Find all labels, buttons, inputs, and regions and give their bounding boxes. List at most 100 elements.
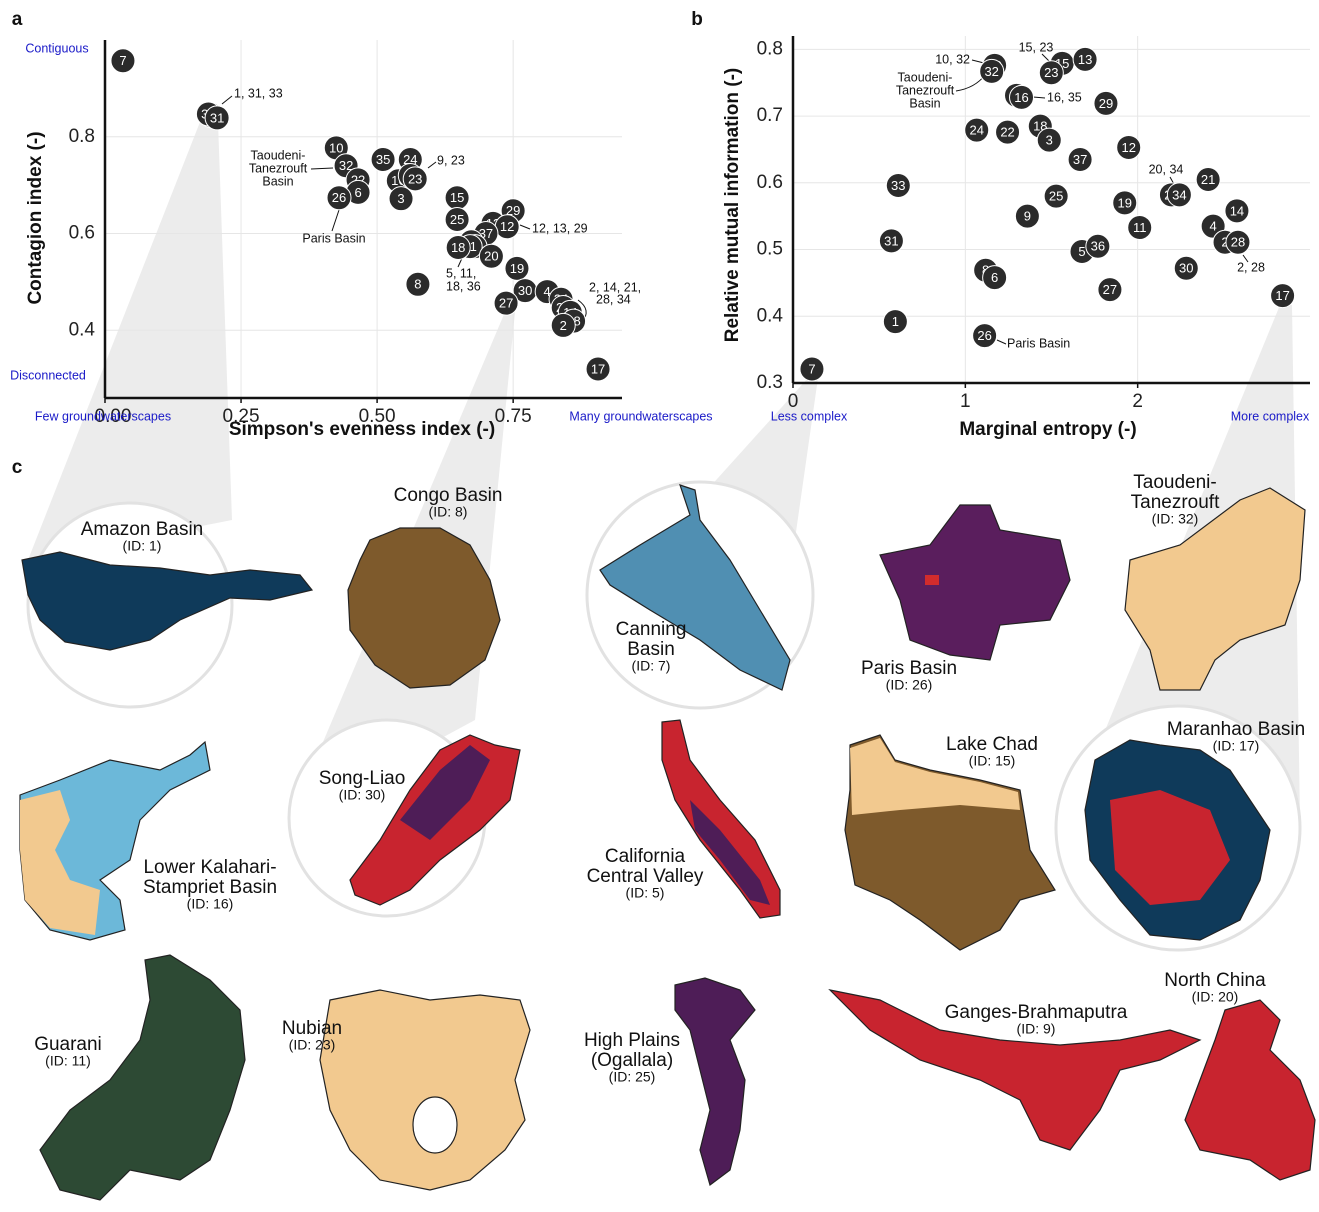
- map-id: (ID: 26): [886, 677, 933, 693]
- y-tick-label: 0.4: [757, 305, 784, 326]
- point-label: 37: [1073, 152, 1087, 167]
- corner-label: Less complex: [771, 409, 848, 423]
- corner-label: Few groundwaterscapes: [35, 409, 171, 423]
- y-tick-label: 0.6: [69, 223, 95, 244]
- annotation: 9, 23: [437, 153, 465, 167]
- leader-line: [520, 225, 530, 229]
- y-tick-label: 0.5: [757, 239, 783, 260]
- point-label: 17: [1275, 288, 1289, 303]
- leader-line: [222, 96, 232, 104]
- map-id: (ID: 16): [187, 896, 234, 912]
- point-label: 22: [1000, 125, 1014, 140]
- map-id: (ID: 15): [969, 753, 1016, 769]
- point-label: 18: [451, 240, 465, 255]
- map-shape: [320, 990, 530, 1190]
- panel-label: c: [12, 457, 23, 478]
- figure: 0.40.60.80.000.250.500.75Simpson's evenn…: [0, 0, 1319, 1212]
- map-id: (ID: 8): [429, 504, 468, 520]
- point-label: 12: [500, 219, 514, 234]
- x-axis-title: Marginal entropy (-): [959, 419, 1136, 440]
- point-label: 10: [329, 140, 343, 155]
- point-label: 14: [1230, 203, 1244, 218]
- point-label: 20: [484, 249, 498, 264]
- point-label: 25: [450, 212, 464, 227]
- y-axis-title: Relative mutual information (-): [722, 68, 743, 342]
- y-tick-label: 0.8: [757, 38, 783, 59]
- map-id: (ID: 25): [609, 1069, 656, 1085]
- point-label: 7: [808, 361, 815, 376]
- annotation: 2, 28: [1237, 260, 1265, 274]
- annotation: 10, 32: [935, 52, 970, 66]
- point-label: 13: [1078, 52, 1092, 67]
- map-id: (ID: 30): [339, 787, 386, 803]
- point-label: 17: [591, 361, 605, 376]
- annotation: Paris Basin: [1007, 336, 1070, 350]
- panel-label: b: [691, 9, 703, 30]
- point-label: 36: [1091, 239, 1105, 254]
- corner-label: More complex: [1231, 409, 1310, 423]
- y-axis-title: Contagion index (-): [25, 131, 46, 304]
- point-label: 3: [1046, 133, 1053, 148]
- map-id: (ID: 23): [289, 1037, 336, 1053]
- point-label: 15: [450, 190, 464, 205]
- corner-label: Many groundwaterscapes: [569, 409, 712, 423]
- annotation: Basin: [262, 174, 293, 188]
- point-label: 12: [1121, 140, 1135, 155]
- map-id: (ID: 9): [1017, 1021, 1056, 1037]
- point-label: 6: [991, 270, 998, 285]
- point-label: 9: [1024, 209, 1031, 224]
- corner-label: Contiguous: [25, 41, 88, 55]
- x-tick-label: 0.75: [495, 406, 532, 427]
- x-axis-title: Simpson's evenness index (-): [229, 419, 495, 440]
- map-id: (ID: 1): [123, 538, 162, 554]
- map-shape: [675, 978, 755, 1185]
- point-label: 7: [119, 53, 126, 68]
- point-label: 11: [1133, 220, 1147, 235]
- map-shape: [40, 955, 245, 1200]
- annotation: 16, 35: [1047, 90, 1082, 104]
- point-label: 4: [1210, 219, 1217, 234]
- annotation: 15, 23: [1019, 40, 1054, 54]
- point-label: 19: [1118, 195, 1132, 210]
- map-id: (ID: 32): [1152, 511, 1199, 527]
- point-label: 16: [1014, 90, 1028, 105]
- map-name: Lower Kalahari-: [143, 857, 276, 878]
- point-label: 31: [210, 110, 224, 125]
- point-label: 25: [1049, 189, 1063, 204]
- leader-line: [997, 340, 1006, 344]
- point-label: 30: [1179, 261, 1193, 276]
- point-label: 24: [969, 123, 983, 138]
- point-label: 31: [884, 233, 898, 248]
- map-shape: [1185, 1000, 1315, 1180]
- annotation: 1, 31, 33: [234, 86, 283, 100]
- map-id: (ID: 7): [632, 658, 671, 674]
- map-shape: [413, 1097, 457, 1153]
- annotation: 12, 13, 29: [532, 221, 588, 235]
- point-label: 27: [1103, 282, 1117, 297]
- point-label: 19: [510, 261, 524, 276]
- annotation: Taoudeni-: [898, 70, 953, 84]
- annotation: Paris Basin: [302, 231, 365, 245]
- point-label: 35: [376, 152, 390, 167]
- x-tick-label: 1: [960, 391, 971, 412]
- point-label: 27: [499, 296, 513, 311]
- annotation: Tanezrouft: [896, 83, 955, 97]
- y-tick-label: 0.4: [69, 319, 96, 340]
- map-name: High Plains: [584, 1030, 680, 1051]
- y-tick-label: 0.7: [757, 105, 783, 126]
- leader-line: [332, 210, 339, 231]
- leader-line: [1033, 97, 1045, 98]
- map-id: (ID: 20): [1192, 989, 1239, 1005]
- map-shapes: [20, 485, 1315, 1200]
- annotation: 28, 34: [596, 292, 631, 306]
- annotation: Basin: [909, 96, 940, 110]
- point-label: 3: [397, 191, 404, 206]
- annotation: Tanezrouft: [249, 161, 308, 175]
- point-label: 30: [518, 283, 532, 298]
- point-label: 32: [984, 64, 998, 79]
- map-id: (ID: 5): [626, 885, 665, 901]
- map-name: California: [605, 846, 686, 867]
- x-tick-label: 2: [1132, 391, 1143, 412]
- point-label: 33: [891, 178, 905, 193]
- point-label: 34: [1172, 187, 1186, 202]
